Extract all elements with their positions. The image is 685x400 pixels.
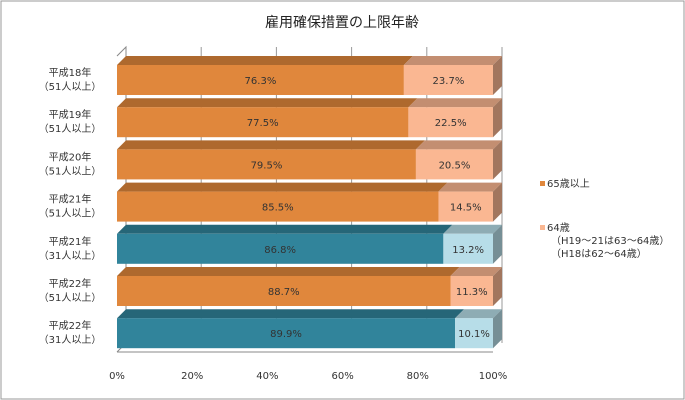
bar-segment (408, 107, 493, 138)
bar-side (493, 56, 502, 95)
category-label: （31人以上） (39, 250, 102, 262)
category-label: 平成19年 (49, 108, 92, 121)
category-label: （51人以上） (39, 123, 102, 135)
legend-label: 64歳 (547, 222, 570, 234)
legend-label: （H18は62～64歳） (551, 248, 647, 260)
legend-swatch (540, 225, 545, 230)
data-label: 85.5% (262, 203, 294, 214)
bar-side (493, 182, 502, 222)
bar-side (493, 98, 502, 138)
bar-top (117, 182, 448, 192)
bar-top (117, 56, 413, 65)
bar-segment (117, 318, 456, 349)
category-label: （31人以上） (39, 334, 102, 346)
bar-top (415, 140, 502, 150)
bar-top (403, 56, 502, 65)
bar-top (117, 140, 425, 150)
x-tick-label: 60% (331, 371, 353, 382)
bar-segment (117, 107, 409, 138)
bar-top (408, 98, 502, 108)
data-label: 10.1% (458, 329, 490, 340)
bar-segment (117, 233, 444, 264)
data-label: 20.5% (439, 160, 471, 171)
chart-title: 雇用確保措置の上限年齢 (265, 14, 419, 31)
legend-label: 65歳以上 (547, 178, 590, 190)
data-label: 86.8% (264, 245, 296, 256)
data-label: 88.7% (268, 287, 300, 298)
data-label: 22.5% (435, 118, 467, 129)
bar-side (493, 309, 502, 349)
bar-top (455, 309, 502, 319)
category-label: 平成22年 (49, 277, 92, 290)
category-label: （51人以上） (39, 292, 102, 304)
bar-segment (117, 65, 404, 95)
bar-segment (443, 233, 493, 264)
data-label: 14.5% (450, 203, 482, 214)
data-label: 13.2% (452, 245, 484, 256)
bar-segment (438, 191, 493, 222)
bar-top (117, 98, 418, 108)
data-label: 89.9% (270, 329, 302, 340)
category-label: 平成18年 (49, 66, 92, 79)
category-label: 平成21年 (49, 193, 92, 206)
x-tick-label: 20% (181, 371, 203, 382)
x-tick-label: 40% (256, 371, 278, 382)
bar-top (438, 182, 502, 192)
category-label: 平成20年 (49, 150, 92, 163)
bar-top (450, 267, 502, 276)
legend-label: （H19～21は63～64歳） (551, 235, 669, 247)
data-label: 76.3% (245, 76, 277, 87)
category-label: 平成22年 (49, 319, 92, 332)
data-label: 11.3% (456, 287, 488, 298)
bar-segment (403, 65, 493, 95)
category-label: （51人以上） (39, 81, 102, 93)
category-label: （51人以上） (39, 208, 102, 220)
x-tick-label: 80% (407, 371, 429, 382)
data-label: 23.7% (433, 76, 465, 87)
data-label: 77.5% (247, 118, 279, 129)
x-tick-label: 100% (479, 371, 508, 382)
legend-swatch (540, 181, 545, 186)
bar-segment (117, 191, 439, 222)
category-label: 平成21年 (49, 235, 92, 248)
bar-side (493, 267, 502, 306)
bar-segment (450, 276, 493, 306)
bar-top (117, 309, 465, 319)
bar-side (493, 140, 502, 180)
data-label: 79.5% (251, 160, 283, 171)
bar-segment (455, 318, 493, 349)
category-label: （51人以上） (39, 165, 102, 177)
x-tick-label: 0% (109, 371, 125, 382)
bar-top (117, 267, 460, 276)
bar-segment (117, 276, 451, 306)
bar-segment (117, 149, 416, 180)
bar-side (493, 224, 502, 264)
bar-top (443, 224, 502, 234)
bar-top (117, 224, 453, 234)
bar-segment (415, 149, 493, 180)
